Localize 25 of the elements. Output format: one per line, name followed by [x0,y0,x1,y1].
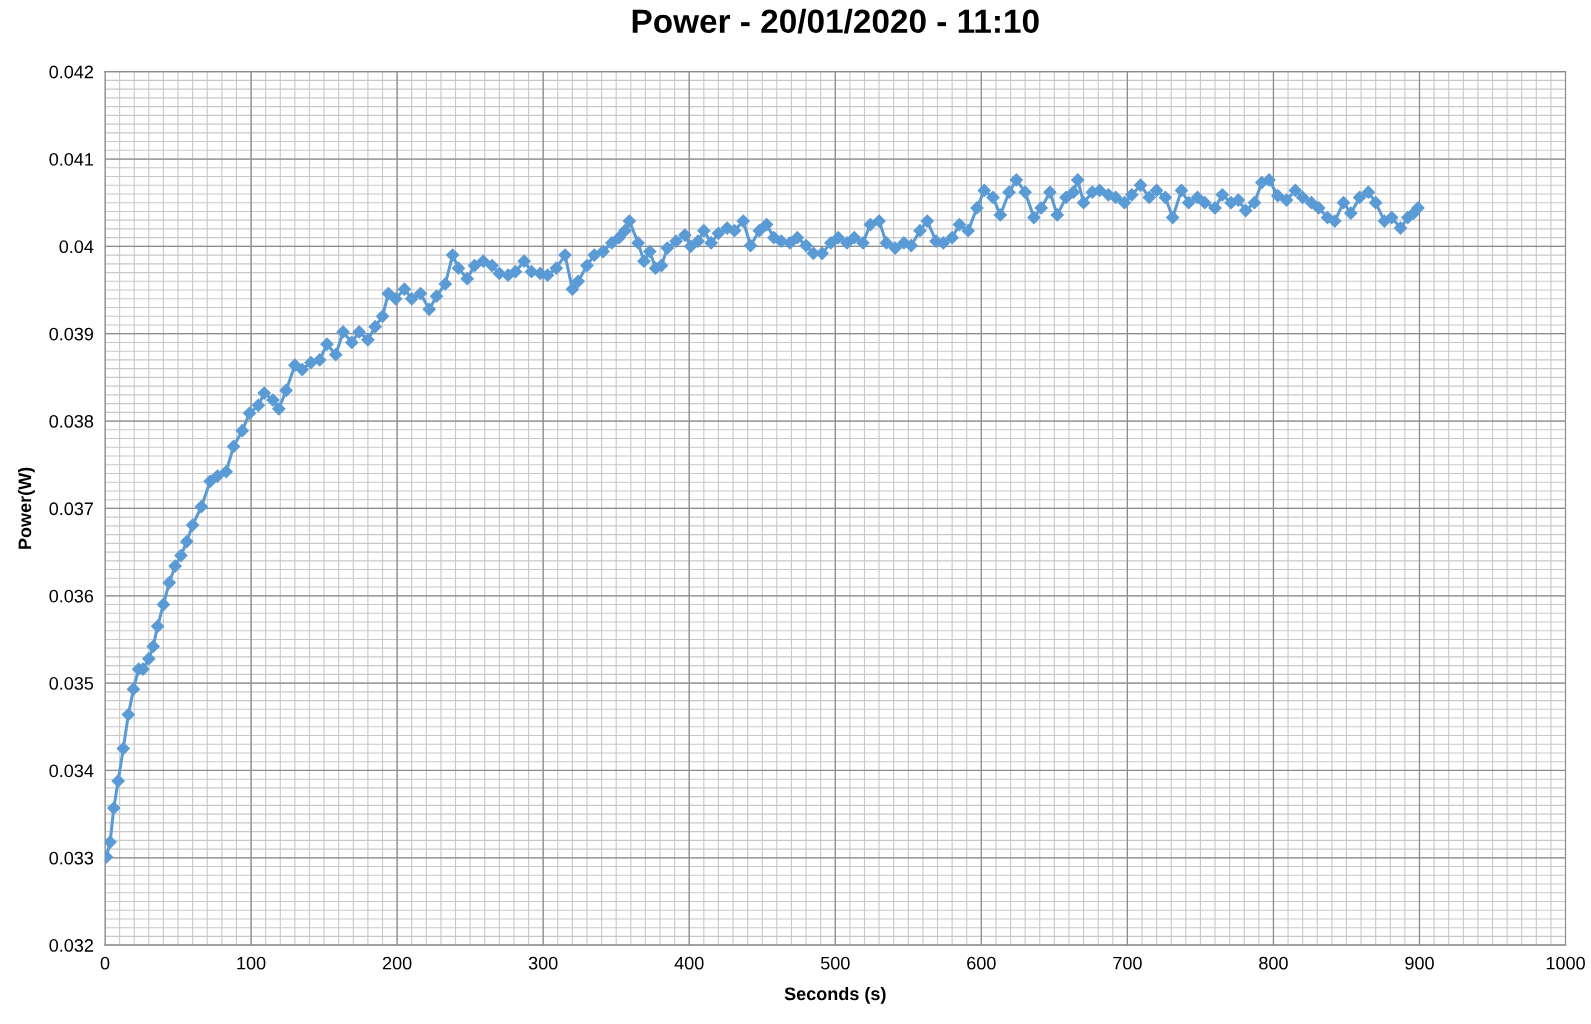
x-tick-label: 900 [1405,956,1434,970]
x-tick-label: 800 [1259,956,1288,970]
x-tick-label: 700 [1113,956,1142,970]
y-tick-label: 0.037 [49,502,93,516]
y-tick-label: 0.039 [49,327,94,341]
x-axis-title: Seconds (s) [784,986,886,1004]
y-tick-label: 0.032 [49,939,93,952]
y-tick-label: 0.041 [49,152,94,166]
x-tick-label: 500 [820,956,850,970]
y-tick-label: 0.035 [49,677,94,690]
y-tick-label: 0.036 [49,589,94,603]
y-tick-label: 0.033 [49,851,94,865]
x-tick-label: 100 [237,956,266,970]
y-tick-label: 0.04 [59,240,94,254]
y-tick-label: 0.042 [49,65,93,79]
x-tick-label: 200 [382,956,412,970]
x-tick-label: 0 [100,956,110,970]
x-tick-label: 1000 [1546,956,1585,970]
chart-title: Power - 20/01/2020 - 11:10 [632,8,1039,34]
y-tick-label: 0.034 [49,764,94,778]
y-tick-label: 0.038 [49,415,94,428]
x-tick-label: 400 [674,956,704,970]
x-tick-label: 300 [528,956,558,970]
y-axis-title: Power(W) [18,467,35,549]
x-tick-label: 600 [967,956,996,970]
